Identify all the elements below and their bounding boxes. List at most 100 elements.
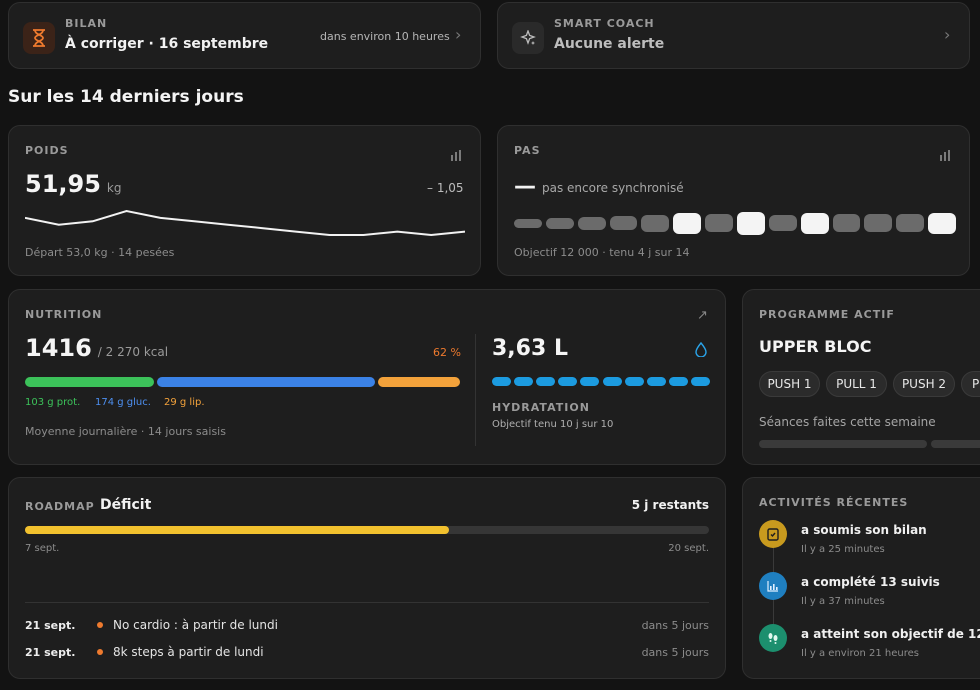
nutrition-label: NUTRITION	[25, 308, 103, 321]
coach-label: SMART COACH	[554, 17, 655, 30]
pas-day-block	[577, 216, 606, 230]
chevron-right-icon: ›	[455, 25, 462, 44]
macro-bar-lip	[378, 377, 460, 387]
hydration-segment	[690, 377, 710, 386]
pas-day-block	[896, 214, 925, 232]
poids-label: POIDS	[25, 144, 69, 157]
activity-time: Il y a 25 minutes	[801, 544, 885, 555]
chart-bars-icon[interactable]	[451, 146, 464, 165]
macro-bar-prot	[25, 377, 154, 387]
hydration-segment	[514, 377, 534, 386]
poids-card[interactable]: POIDS 51,95 kg – 1,05 Départ 53,0 kg · 1…	[8, 125, 481, 276]
activity-text: a complété 13 suivis	[801, 575, 940, 589]
hydration-segment	[492, 377, 512, 386]
macro-gluc: 174 g gluc.	[95, 397, 151, 408]
pas-day-block	[768, 215, 797, 231]
programme-card[interactable]: PROGRAMME ACTIF UPPER BLOC PUSH 1 PULL 1…	[742, 289, 980, 465]
roadmap-progress	[25, 526, 450, 534]
activity-text: a soumis son bilan	[801, 523, 927, 537]
roadmap-item-date: 21 sept.	[25, 619, 76, 632]
activity-time: Il y a 37 minutes	[801, 596, 885, 607]
hydration-footer: Objectif tenu 10 j sur 10	[492, 419, 614, 430]
pas-day-block	[737, 211, 765, 235]
session-pill[interactable]: P	[961, 371, 980, 397]
chevron-right-icon: ›	[944, 25, 951, 44]
activites-label: ACTIVITÉS RÉCENTES	[759, 496, 909, 509]
roadmap-remaining: 5 j restants	[631, 498, 709, 512]
chart-bars-icon[interactable]	[940, 146, 953, 165]
section-title: Sur les 14 derniers jours	[8, 87, 244, 107]
arrow-up-right-icon[interactable]: ↗	[697, 308, 708, 323]
activity-time: Il y a environ 21 heures	[801, 648, 920, 659]
pas-day-block	[641, 214, 670, 232]
sparkle-icon	[512, 22, 544, 54]
roadmap-divider	[25, 602, 709, 603]
pas-label: PAS	[514, 144, 541, 157]
pas-day-block	[864, 214, 893, 232]
hydration-value: 3,63 L	[492, 336, 568, 361]
poids-unit: kg	[106, 181, 122, 195]
macro-bar-gluc	[157, 377, 375, 387]
pas-day-block	[928, 212, 956, 234]
week-label: Séances faites cette semaine	[759, 415, 936, 429]
hydration-segment	[536, 377, 556, 386]
roadmap-item-date: 21 sept.	[25, 646, 76, 659]
session-pill[interactable]: PUSH 1	[759, 371, 820, 397]
roadmap-start: 7 sept.	[25, 543, 60, 554]
session-pill[interactable]: PULL 1	[826, 371, 887, 397]
clipboard-icon	[759, 520, 787, 548]
smart-coach-card[interactable]: SMART COACH Aucune alerte ›	[497, 2, 970, 69]
bilan-card[interactable]: BILAN À corriger · 16 septembre dans env…	[8, 2, 481, 69]
hydration-segments	[492, 377, 710, 387]
pas-day-block	[832, 214, 861, 232]
kcal-percent: 62 %	[433, 346, 461, 359]
pas-card[interactable]: PAS — pas encore synchronisé Objectif 12…	[497, 125, 970, 276]
session-pill[interactable]: PUSH 2	[893, 371, 955, 397]
activity-text: a atteint son objectif de 12 380	[801, 627, 980, 641]
poids-trend-chart	[25, 209, 465, 237]
pas-day-block	[514, 218, 542, 228]
roadmap-item-when: dans 5 jours	[641, 619, 709, 632]
macro-lip: 29 g lip.	[164, 397, 205, 408]
hydration-segment	[646, 377, 666, 386]
pas-day-block	[673, 212, 702, 234]
poids-delta: – 1,05	[427, 181, 464, 195]
week-progress-bar	[759, 440, 927, 448]
hydration-segment	[624, 377, 644, 386]
hydration-label: HYDRATATION	[492, 401, 590, 414]
roadmap-item-when: dans 5 jours	[641, 646, 709, 659]
water-drop-icon	[695, 341, 707, 361]
bullet-dot-icon	[97, 649, 103, 655]
poids-footer: Départ 53,0 kg · 14 pesées	[25, 246, 175, 259]
roadmap-end: 20 sept.	[668, 543, 709, 554]
bilan-label: BILAN	[65, 17, 108, 30]
pas-daily-blocks	[514, 210, 956, 236]
poids-trend-line	[25, 209, 465, 237]
pas-day-block	[609, 216, 638, 230]
pas-value: —	[514, 174, 536, 199]
nutrition-footer: Moyenne journalière · 14 jours saisis	[25, 425, 226, 438]
pas-footer: Objectif 12 000 · tenu 4 j sur 14	[514, 246, 690, 259]
kcal-value: 1416	[25, 334, 92, 362]
roadmap-item-text: No cardio : à partir de lundi	[113, 618, 278, 632]
macro-prot: 103 g prot.	[25, 397, 81, 408]
coach-title: Aucune alerte	[554, 36, 665, 52]
roadmap-card[interactable]: ROADMAP Déficit 5 j restants 7 sept. 20 …	[8, 477, 726, 679]
nutrition-card[interactable]: NUTRITION ↗ 1416 / 2 270 kcal 62 % 103 g…	[8, 289, 726, 465]
roadmap-phase: Déficit	[100, 497, 152, 513]
hydration-segment	[602, 377, 622, 386]
pas-status: pas encore synchronisé	[542, 181, 684, 195]
hourglass-icon	[23, 22, 55, 54]
pas-day-block	[705, 214, 733, 232]
roadmap-label: ROADMAP	[25, 500, 95, 513]
pas-day-block	[545, 217, 574, 229]
poids-value: 51,95	[25, 170, 101, 198]
bilan-title: À corriger · 16 septembre	[65, 36, 269, 52]
pas-day-block	[800, 212, 829, 234]
kcal-target: / 2 270 kcal	[97, 345, 169, 359]
programme-label: PROGRAMME ACTIF	[759, 308, 895, 321]
nutrition-divider	[475, 334, 476, 446]
activites-card[interactable]: ACTIVITÉS RÉCENTES a soumis son bilan Il…	[742, 477, 980, 679]
bilan-due: dans environ 10 heures	[320, 30, 450, 43]
week-progress-bar	[931, 440, 980, 448]
